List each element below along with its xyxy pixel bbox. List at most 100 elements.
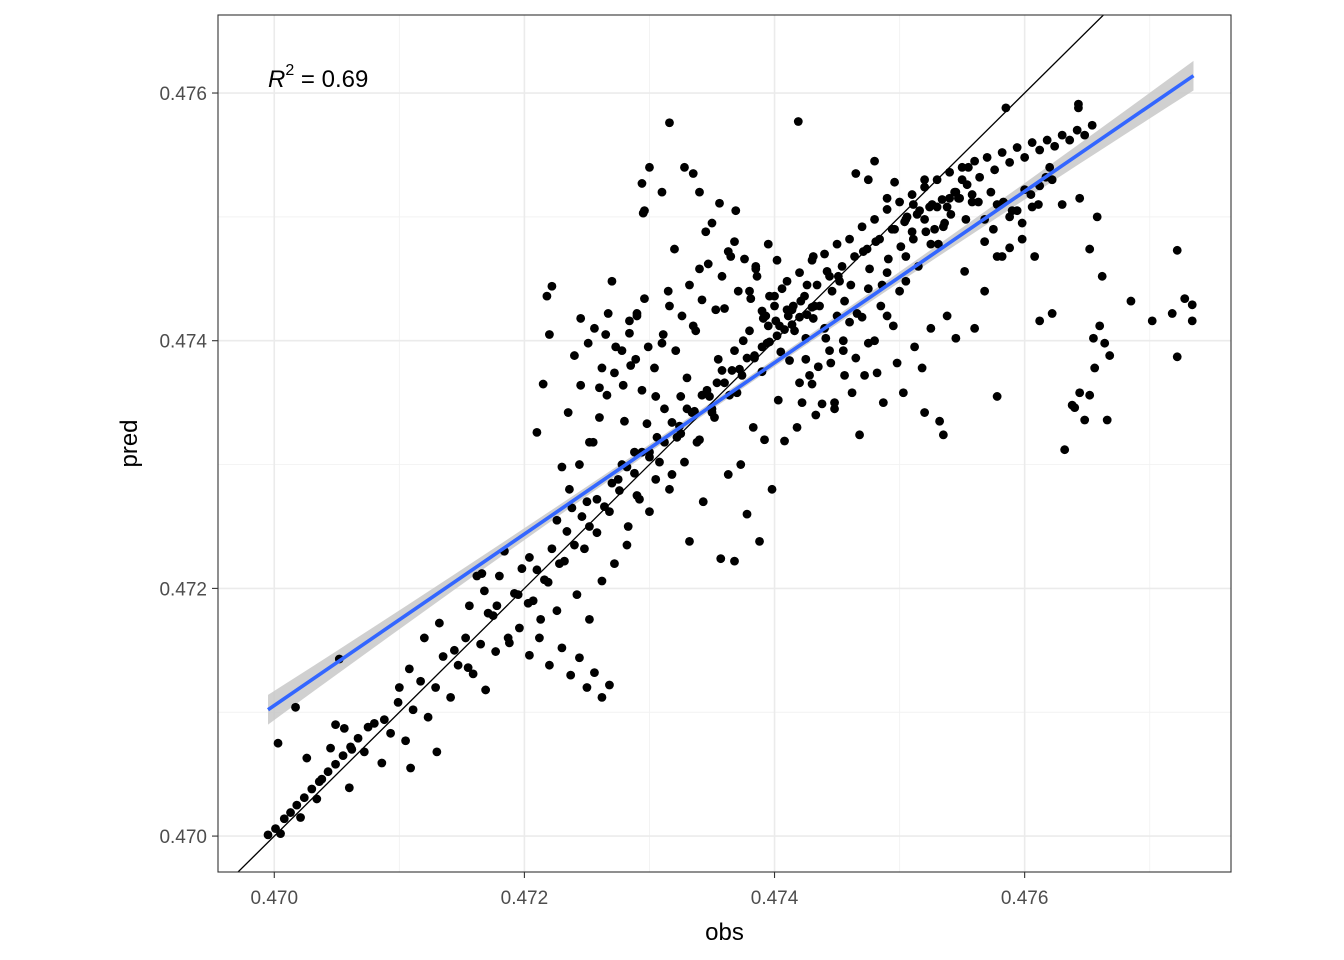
data-point <box>790 326 799 336</box>
data-point <box>597 363 607 373</box>
data-point <box>595 413 604 422</box>
data-point <box>731 206 741 216</box>
data-point <box>323 767 333 777</box>
data-point <box>461 633 471 643</box>
data-point <box>777 284 787 294</box>
data-point <box>898 388 908 398</box>
data-point <box>623 522 633 531</box>
data-point <box>613 475 623 484</box>
data-point <box>1050 141 1060 151</box>
data-point <box>762 338 772 348</box>
data-point <box>1045 162 1055 172</box>
data-point <box>717 366 727 375</box>
data-point <box>733 286 743 296</box>
data-point <box>449 645 459 655</box>
data-point <box>597 692 607 702</box>
data-point <box>795 268 804 277</box>
data-point <box>820 249 829 259</box>
data-point <box>677 311 687 321</box>
data-point <box>406 763 415 773</box>
data-point <box>830 404 839 414</box>
data-point <box>622 540 632 550</box>
data-point <box>986 187 996 197</box>
data-point <box>685 536 694 546</box>
data-point <box>695 187 704 197</box>
data-point <box>772 255 782 265</box>
identity-line-layer <box>237 15 1105 872</box>
data-point <box>528 596 538 606</box>
data-point <box>468 669 478 679</box>
data-point <box>946 209 956 219</box>
data-point <box>807 379 817 389</box>
data-point <box>827 286 837 296</box>
data-point <box>416 676 425 686</box>
r-squared-value: = 0.69 <box>294 66 368 93</box>
data-point <box>446 692 456 702</box>
data-point <box>626 361 636 370</box>
data-point <box>577 512 587 521</box>
data-point <box>563 408 573 417</box>
data-point <box>492 601 502 611</box>
data-point <box>883 254 893 264</box>
data-point <box>565 484 574 494</box>
data-point <box>394 683 404 692</box>
data-point <box>560 556 569 566</box>
data-point <box>926 323 936 333</box>
data-point <box>1095 321 1105 331</box>
major-gridlines <box>218 15 1231 872</box>
data-point <box>1035 145 1045 155</box>
data-point <box>1065 135 1075 145</box>
data-point <box>857 222 867 232</box>
data-point <box>973 197 983 207</box>
data-point <box>815 301 824 311</box>
data-point <box>945 193 955 203</box>
data-point <box>1070 403 1080 412</box>
data-point <box>825 271 834 281</box>
data-point <box>1047 175 1057 185</box>
data-point <box>645 507 654 517</box>
data-point <box>740 254 749 264</box>
data-point <box>755 536 764 546</box>
data-point <box>1005 243 1015 253</box>
data-point <box>1087 120 1097 130</box>
data-point <box>585 522 594 531</box>
data-point <box>901 276 911 286</box>
data-point <box>602 390 612 400</box>
data-point <box>980 286 990 296</box>
data-point <box>552 606 562 616</box>
data-point <box>736 460 746 469</box>
data-point <box>510 588 519 598</box>
data-point <box>1100 338 1110 348</box>
data-point <box>710 413 719 422</box>
data-point <box>793 117 803 126</box>
data-point <box>770 301 779 311</box>
data-point <box>767 484 777 494</box>
data-point <box>640 294 649 303</box>
data-point <box>535 633 544 643</box>
data-point <box>1085 244 1095 254</box>
data-point <box>545 660 554 670</box>
data-point <box>291 702 300 712</box>
data-point <box>532 565 542 575</box>
data-point <box>576 314 586 323</box>
data-point <box>1080 130 1090 140</box>
data-point <box>870 156 879 166</box>
data-point <box>967 190 977 199</box>
data-point <box>961 214 971 224</box>
data-point <box>386 728 395 738</box>
data-point <box>1090 363 1100 373</box>
data-point <box>1047 309 1057 318</box>
data-point <box>935 416 945 426</box>
data-point <box>846 280 856 290</box>
data-point <box>363 722 373 732</box>
data-point <box>908 234 918 244</box>
data-point <box>583 338 593 348</box>
data-point <box>547 544 557 554</box>
data-point <box>576 380 586 390</box>
data-point <box>631 354 641 364</box>
data-point <box>835 276 844 286</box>
y-tick-label: 0.476 <box>159 84 207 105</box>
data-point <box>1092 212 1102 222</box>
y-tick-label: 0.472 <box>159 579 207 600</box>
